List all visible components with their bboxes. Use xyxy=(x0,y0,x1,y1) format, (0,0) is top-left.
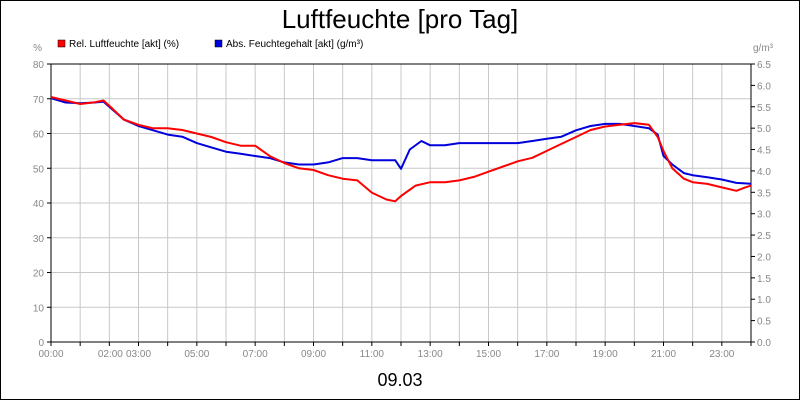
right-tick-label: 1.0 xyxy=(757,295,771,306)
x-tick-label: 23:00 xyxy=(709,349,734,360)
left-tick-label: 30 xyxy=(33,234,45,245)
series-line-abs-humidity xyxy=(50,97,752,185)
legend-swatch-abs xyxy=(214,39,223,48)
x-tick-label: 05:00 xyxy=(184,349,209,360)
x-tick-label: 07:00 xyxy=(243,349,268,360)
x-tick-label: 19:00 xyxy=(593,349,618,360)
right-tick-label: 5.0 xyxy=(757,124,771,135)
left-tick-label: 0 xyxy=(38,338,44,349)
x-axis: 00:00 02:00 03:00 05:00 07:00 09:00 11:00 13:00… xyxy=(38,342,752,360)
right-tick-label: 5.5 xyxy=(757,103,771,114)
x-tick-label: 11:00 xyxy=(360,349,385,360)
left-tick-label: 60 xyxy=(33,130,45,141)
legend: Rel. Luftfeuchte [akt] (%) Abs. Feuchteg… xyxy=(57,39,363,50)
right-tick-label: 4.5 xyxy=(757,146,771,157)
right-tick-label: 1.5 xyxy=(757,274,771,285)
left-tick-label: 20 xyxy=(33,269,45,280)
grid xyxy=(50,63,752,343)
right-tick-label: 6.5 xyxy=(757,60,771,71)
right-tick-label: 3.0 xyxy=(757,210,771,221)
left-tick-label: 10 xyxy=(33,303,45,314)
right-tick-label: 0.5 xyxy=(757,317,771,328)
series-layer xyxy=(50,96,752,203)
right-tick-label: 3.5 xyxy=(757,188,771,199)
x-tick-label: 00:00 xyxy=(38,349,63,360)
right-tick-label: 4.0 xyxy=(757,167,771,178)
legend-label-rel: Rel. Luftfeuchte [akt] (%) xyxy=(69,39,179,50)
x-tick-label: 02:00 xyxy=(98,349,123,360)
right-tick-label: 2.5 xyxy=(757,231,771,242)
right-tick-label: 0.0 xyxy=(757,338,771,349)
left-tick-label: 80 xyxy=(33,60,45,71)
chart-title: Luftfeuchte [pro Tag] xyxy=(282,4,519,34)
x-tick-label: 09:00 xyxy=(301,349,326,360)
x-tick-label: 21:00 xyxy=(651,349,676,360)
right-tick-label: 2.0 xyxy=(757,252,771,263)
left-tick-label: 50 xyxy=(33,164,45,175)
left-axis-unit: % xyxy=(33,43,42,54)
x-tick-label: 03:00 xyxy=(126,349,151,360)
x-tick-label: 15:00 xyxy=(476,349,501,360)
right-axis: 0.0 0.5 1.0 1.5 2.0 2.5 3.0 3.5 4.0 4.5 5.0 5.5 6.0 6… xyxy=(751,60,771,349)
left-axis: 0 10 20 30 40 50 60 70 80 xyxy=(33,60,51,349)
left-tick-label: 40 xyxy=(33,199,45,210)
x-tick-label: 17:00 xyxy=(534,349,559,360)
legend-label-abs: Abs. Feuchtegehalt [akt] (g/m³) xyxy=(226,39,363,50)
date-label: 09.03 xyxy=(377,370,422,390)
x-tick-label: 13:00 xyxy=(418,349,443,360)
left-tick-label: 70 xyxy=(33,95,45,106)
series-line-rel-humidity xyxy=(50,96,752,203)
right-tick-label: 6.0 xyxy=(757,81,771,92)
right-axis-unit: g/m³ xyxy=(753,43,774,54)
legend-swatch-rel xyxy=(57,39,66,48)
